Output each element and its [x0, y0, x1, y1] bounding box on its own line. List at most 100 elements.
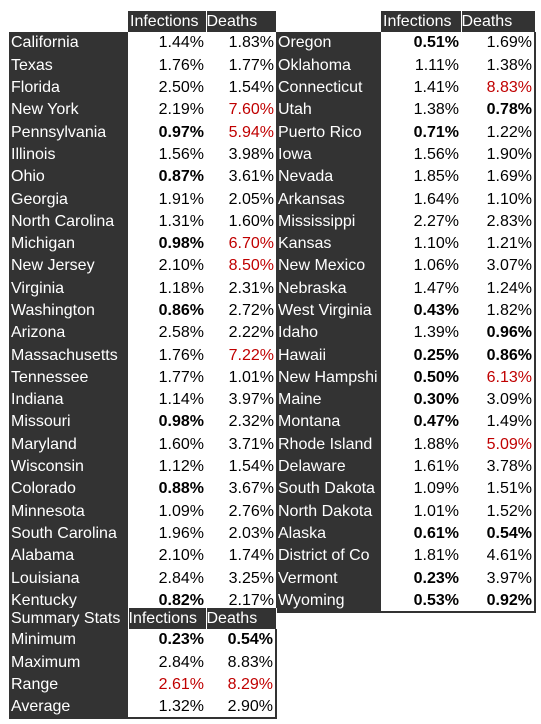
table-row: Wisconsin 1.12% 1.54% Delaware 1.61% 3.78%	[9, 455, 536, 479]
death-rate: 3.71%	[206, 433, 276, 456]
table-row: Ohio 0.87% 3.61% Nevada 1.85% 1.69%	[9, 165, 536, 189]
state-name: South Dakota	[276, 477, 381, 501]
state-name: Maine	[276, 388, 381, 412]
infection-rate: 1.09%	[128, 500, 206, 523]
infection-rate: 1.06%	[381, 254, 461, 278]
death-rate: 5.09%	[461, 433, 536, 456]
state-name: Illinois	[9, 143, 128, 167]
table-row: Georgia 1.91% 2.05% Arkansas 1.64% 1.10%	[9, 187, 536, 211]
state-name: Iowa	[276, 143, 381, 167]
infection-rate: 1.77%	[128, 366, 206, 390]
infection-rate: 1.81%	[381, 544, 461, 568]
state-name: Delaware	[276, 455, 381, 479]
state-name: Ohio	[9, 165, 128, 189]
summary-title: Summary Stats	[9, 608, 129, 630]
summary-label: Average	[9, 695, 128, 719]
state-name: Montana	[276, 410, 381, 434]
death-rate: 3.98%	[206, 143, 276, 167]
death-rate: 2.32%	[206, 410, 276, 434]
infection-rate: 0.98%	[128, 410, 206, 434]
table-row: New York 2.19% 7.60% Utah 1.38% 0.78%	[9, 98, 536, 122]
infection-rate: 1.12%	[128, 455, 206, 479]
header-infections-right: Infections	[381, 11, 462, 33]
summary-label: Minimum	[9, 629, 128, 652]
state-rates-table: Infections Deaths Infections Deaths Cali…	[9, 11, 536, 614]
state-name: Pennsylvania	[9, 120, 128, 144]
state-name: Maryland	[9, 433, 128, 456]
infection-rate: 1.44%	[128, 32, 206, 55]
table-row: Louisiana 2.84% 3.25% Vermont 0.23% 3.97%	[9, 566, 536, 590]
table-row: Michigan 0.98% 6.70% Kansas 1.10% 1.21%	[9, 232, 536, 256]
summary-row: Maximum 2.84% 8.83%	[9, 651, 277, 674]
summary-header-deaths: Deaths	[206, 608, 277, 630]
state-name: Alabama	[9, 544, 128, 568]
table-row: Massachusetts 1.76% 7.22% Hawaii 0.25% 0.86%	[9, 343, 536, 367]
table-row: Virginia 1.18% 2.31% Nebraska 1.47% 1.24%	[9, 277, 536, 300]
death-rate: 5.94%	[206, 120, 276, 144]
infection-rate: 0.87%	[128, 165, 206, 189]
death-rate: 3.61%	[206, 165, 276, 189]
death-rate: 3.97%	[206, 388, 276, 412]
death-rate: 1.38%	[461, 54, 536, 77]
state-name: Kansas	[276, 232, 381, 256]
infection-rate: 1.60%	[128, 433, 206, 456]
summary-stats-table: Summary Stats Infections Deaths Minimum 0…	[9, 608, 277, 720]
summary-header-row: Summary Stats Infections Deaths	[9, 608, 277, 630]
state-name: New Hampshi	[276, 366, 381, 390]
death-rate: 3.25%	[206, 566, 276, 590]
state-name: Vermont	[276, 566, 381, 590]
infection-rate: 1.76%	[128, 54, 206, 77]
death-rate: 7.22%	[206, 343, 276, 367]
infection-rate: 1.31%	[128, 210, 206, 233]
death-rate: 1.90%	[461, 143, 536, 167]
summary-row: Range 2.61% 8.29%	[9, 673, 277, 697]
state-name: North Carolina	[9, 210, 128, 233]
summary-infection-value: 1.32%	[128, 695, 206, 719]
summary-label: Maximum	[9, 651, 128, 674]
death-rate: 2.83%	[461, 210, 536, 233]
death-rate: 2.76%	[206, 500, 276, 523]
infection-rate: 1.96%	[128, 522, 206, 546]
infection-rate: 1.41%	[381, 76, 461, 100]
death-rate: 1.77%	[206, 54, 276, 77]
state-name: Mississippi	[276, 210, 381, 233]
infection-rate: 2.10%	[128, 254, 206, 278]
infection-rate: 1.64%	[381, 187, 461, 211]
state-name: Alaska	[276, 522, 381, 546]
state-name: South Carolina	[9, 522, 128, 546]
table-row: Washington 0.86% 2.72% West Virginia 0.43% 1.…	[9, 299, 536, 323]
state-name: Nebraska	[276, 277, 381, 300]
summary-death-value: 8.83%	[206, 651, 277, 674]
state-name: Texas	[9, 54, 128, 77]
state-name: Kentucky	[9, 589, 128, 613]
infection-rate: 1.91%	[128, 187, 206, 211]
death-rate: 1.83%	[206, 32, 276, 55]
infection-rate: 1.11%	[381, 54, 461, 77]
death-rate: 2.05%	[206, 187, 276, 211]
infection-rate: 1.01%	[381, 500, 461, 523]
header-deaths-right: Deaths	[461, 11, 536, 33]
death-rate: 0.78%	[461, 98, 536, 122]
state-name: Arkansas	[276, 187, 381, 211]
death-rate: 2.03%	[206, 522, 276, 546]
state-name: Virginia	[9, 277, 128, 300]
infection-rate: 1.18%	[128, 277, 206, 300]
table-row: New Jersey 2.10% 8.50% New Mexico 1.06% 3.07%	[9, 254, 536, 278]
summary-row: Minimum 0.23% 0.54%	[9, 629, 277, 652]
infection-rate: 0.53%	[381, 589, 461, 613]
infection-rate: 0.71%	[381, 120, 461, 144]
table-row: Alabama 2.10% 1.74% District of Co 1.81% 4.61…	[9, 544, 536, 568]
death-rate: 1.82%	[461, 299, 536, 323]
state-name: Nevada	[276, 165, 381, 189]
table-row: South Carolina 1.96% 2.03% Alaska 0.61% 0.54%	[9, 522, 536, 546]
summary-label: Range	[9, 673, 128, 697]
state-name: Arizona	[9, 321, 128, 345]
table-header-row: Infections Deaths Infections Deaths	[9, 11, 536, 33]
header-blank-left	[9, 11, 128, 33]
death-rate: 1.01%	[206, 366, 276, 390]
state-name: New Jersey	[9, 254, 128, 278]
summary-header-infections: Infections	[128, 608, 207, 630]
infection-rate: 1.14%	[128, 388, 206, 412]
infection-rate: 0.88%	[128, 477, 206, 501]
summary-infection-value: 2.61%	[128, 673, 206, 697]
